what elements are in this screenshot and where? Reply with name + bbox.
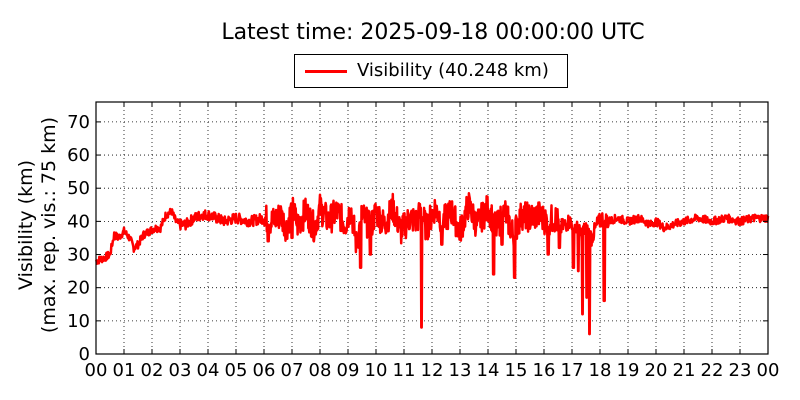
x-tick-label: 18 (589, 360, 612, 381)
x-tick-label: 10 (365, 360, 388, 381)
x-tick-label: 20 (645, 360, 668, 381)
x-tick-label: 08 (309, 360, 332, 381)
chart-title: Latest time: 2025-09-18 00:00:00 UTC (221, 20, 645, 45)
y-tick-label: 10 (67, 311, 90, 332)
legend: Visibility (40.248 km) (294, 54, 568, 88)
x-tick-label: 19 (617, 360, 640, 381)
y-tick-label: 70 (67, 112, 90, 133)
x-tick-label: 01 (113, 360, 136, 381)
x-tick-label: 11 (393, 360, 416, 381)
x-tick-label: 15 (505, 360, 528, 381)
series-line-visibility (94, 192, 770, 336)
legend-label: Visibility (40.248 km) (357, 60, 549, 81)
x-tick-label: 13 (449, 360, 472, 381)
x-tick-label: 07 (281, 360, 304, 381)
legend-swatch (305, 70, 347, 73)
y-tick-label: 60 (67, 145, 90, 166)
y-tick-label: 40 (67, 211, 90, 232)
x-tick-label: 17 (561, 360, 584, 381)
y-tick-label: 30 (67, 245, 90, 266)
x-tick-label: 06 (253, 360, 276, 381)
y-tick-label: 50 (67, 178, 90, 199)
x-tick-label: 05 (225, 360, 248, 381)
x-tick-label: 00 (757, 360, 780, 381)
x-tick-label: 22 (701, 360, 724, 381)
x-tick-label: 02 (141, 360, 164, 381)
x-tick-label: 09 (337, 360, 360, 381)
x-tick-label: 04 (197, 360, 220, 381)
x-tick-label: 00 (85, 360, 108, 381)
x-tick-label: 21 (673, 360, 696, 381)
x-tick-label: 16 (533, 360, 556, 381)
x-tick-label: 03 (169, 360, 192, 381)
y-tick-label: 0 (79, 344, 90, 365)
x-tick-label: 14 (477, 360, 500, 381)
x-tick-label: 12 (421, 360, 444, 381)
y-tick-label: 20 (67, 278, 90, 299)
x-tick-label: 23 (729, 360, 752, 381)
